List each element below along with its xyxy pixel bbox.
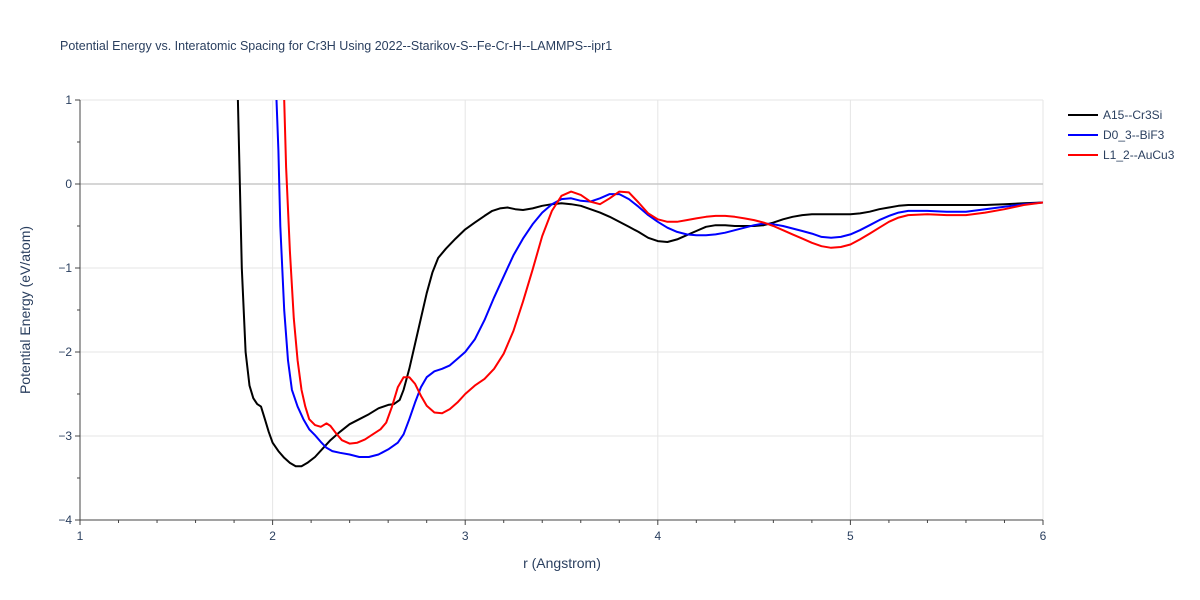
legend-label: A15--Cr3Si [1103,108,1162,122]
y-tick-label: −3 [58,429,72,443]
y-tick-label: 1 [65,93,72,107]
legend[interactable]: A15--Cr3Si D0_3--BiF3 L1_2--AuCu3 [1068,108,1175,162]
legend-item-3[interactable]: L1_2--AuCu3 [1068,148,1175,162]
x-tick-label: 6 [1040,529,1047,543]
chart-title: Potential Energy vs. Interatomic Spacing… [60,39,612,53]
series-line-2 [275,100,1043,458]
legend-label: L1_2--AuCu3 [1103,148,1175,162]
y-tick-label: −2 [58,345,72,359]
plot-area [236,100,1043,468]
x-tick-label: 4 [654,529,661,543]
y-tick-label: 0 [65,177,72,191]
legend-label: D0_3--BiF3 [1103,128,1165,142]
x-tick-label: 3 [462,529,469,543]
y-tick-label: −4 [58,513,72,527]
grid [80,99,1044,520]
y-axis-title: Potential Energy (eV/atom) [17,226,33,394]
x-axis-title: r (Angstrom) [523,555,601,571]
series-line-1 [236,100,1043,468]
legend-item-1[interactable]: A15--Cr3Si [1068,108,1162,122]
axes: 1 2 3 4 5 6 −4 −3 −2 −1 0 1 [58,93,1046,543]
x-tick-label: 2 [269,529,276,543]
y-tick-label: −1 [58,261,72,275]
x-tick-label: 5 [847,529,854,543]
x-tick-label: 1 [77,529,84,543]
legend-item-2[interactable]: D0_3--BiF3 [1068,128,1165,142]
series-line-3 [283,100,1043,445]
